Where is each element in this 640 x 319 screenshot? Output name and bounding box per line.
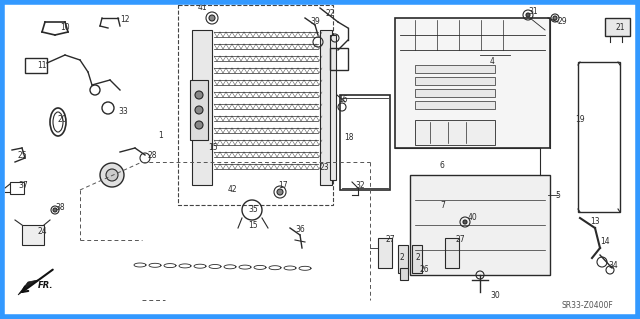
Bar — [340, 95, 390, 190]
Text: 24: 24 — [38, 227, 47, 236]
Text: 17: 17 — [278, 181, 287, 189]
Text: 29: 29 — [558, 18, 568, 26]
Bar — [415, 65, 495, 73]
Text: FR.: FR. — [38, 280, 54, 290]
Text: 15: 15 — [248, 220, 258, 229]
Text: 25: 25 — [18, 151, 28, 160]
Bar — [178, 5, 333, 205]
Text: 35: 35 — [248, 205, 258, 214]
Bar — [10, 182, 24, 194]
Text: SR33-Z0400F: SR33-Z0400F — [562, 300, 614, 309]
Text: 32: 32 — [355, 181, 365, 189]
Text: 23: 23 — [320, 162, 330, 172]
Bar — [445, 238, 459, 268]
Circle shape — [209, 15, 215, 21]
Bar — [320, 30, 332, 185]
Circle shape — [195, 121, 203, 129]
Bar — [415, 101, 495, 109]
Text: 26: 26 — [420, 265, 429, 275]
Bar — [578, 62, 620, 212]
Text: 34: 34 — [608, 261, 618, 270]
Text: 37: 37 — [18, 181, 28, 189]
Text: 38: 38 — [55, 204, 65, 212]
Bar — [400, 268, 408, 280]
Text: 30: 30 — [490, 291, 500, 300]
Text: 31: 31 — [528, 8, 538, 17]
Bar — [378, 238, 392, 268]
Text: 5: 5 — [555, 190, 560, 199]
Text: 15: 15 — [208, 144, 218, 152]
Bar — [192, 30, 212, 185]
Bar — [22, 225, 44, 245]
Bar — [190, 80, 208, 140]
Bar — [25, 58, 47, 73]
Text: 19: 19 — [575, 115, 584, 124]
Text: 18: 18 — [344, 133, 353, 143]
Circle shape — [100, 163, 124, 187]
Text: 41: 41 — [198, 4, 207, 12]
Text: 11: 11 — [37, 61, 47, 70]
Text: 40: 40 — [468, 213, 477, 222]
Text: 12: 12 — [120, 16, 129, 25]
Bar — [415, 89, 495, 97]
Bar — [605, 18, 630, 36]
Polygon shape — [18, 280, 38, 295]
Text: 27: 27 — [385, 235, 395, 244]
Text: 2: 2 — [400, 254, 404, 263]
Circle shape — [106, 169, 118, 181]
Bar — [330, 48, 348, 70]
Text: 16: 16 — [338, 95, 348, 105]
Bar — [415, 77, 495, 85]
Text: 1: 1 — [158, 130, 163, 139]
Text: 28: 28 — [148, 151, 157, 160]
Text: 42: 42 — [228, 186, 237, 195]
Circle shape — [195, 106, 203, 114]
Text: 13: 13 — [590, 218, 600, 226]
Text: 22: 22 — [325, 10, 335, 19]
Bar — [410, 175, 550, 275]
Text: 33: 33 — [118, 108, 128, 116]
Bar — [330, 35, 336, 180]
Text: 4: 4 — [490, 57, 495, 66]
Text: 10: 10 — [60, 24, 70, 33]
Text: 20: 20 — [58, 115, 68, 124]
Text: 21: 21 — [615, 24, 625, 33]
Bar — [415, 120, 495, 145]
Text: 27: 27 — [455, 235, 465, 244]
Text: 6: 6 — [440, 160, 445, 169]
Circle shape — [526, 13, 530, 17]
Text: 7: 7 — [440, 201, 445, 210]
Circle shape — [277, 189, 283, 195]
Text: 39: 39 — [310, 18, 320, 26]
Text: 2: 2 — [415, 254, 420, 263]
Bar — [395, 18, 550, 148]
Text: 36: 36 — [295, 226, 305, 234]
Circle shape — [53, 208, 57, 212]
Circle shape — [463, 220, 467, 224]
Bar — [412, 245, 422, 273]
Circle shape — [553, 16, 557, 20]
Circle shape — [195, 91, 203, 99]
Bar — [398, 245, 408, 273]
Text: 14: 14 — [600, 238, 610, 247]
